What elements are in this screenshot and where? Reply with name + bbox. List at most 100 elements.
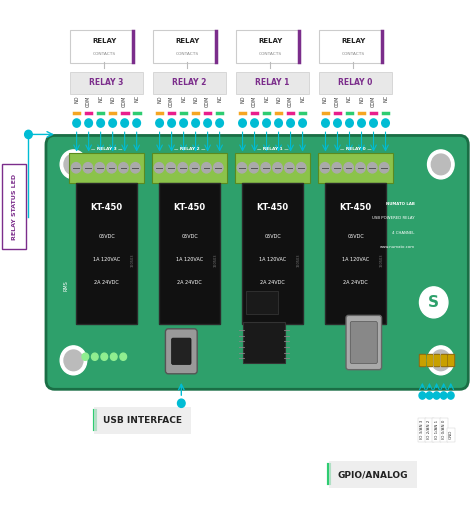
Circle shape bbox=[433, 392, 440, 399]
Text: IO 0/AN 0: IO 0/AN 0 bbox=[442, 420, 446, 439]
Circle shape bbox=[447, 392, 454, 399]
Text: COM: COM bbox=[371, 95, 376, 107]
Text: USB INTERFACE: USB INTERFACE bbox=[103, 416, 182, 425]
FancyBboxPatch shape bbox=[350, 322, 377, 363]
FancyBboxPatch shape bbox=[346, 315, 382, 370]
Text: RELAY 0: RELAY 0 bbox=[338, 78, 373, 87]
Text: 1A 120VAC: 1A 120VAC bbox=[93, 257, 120, 262]
Circle shape bbox=[299, 119, 306, 127]
Circle shape bbox=[251, 119, 258, 127]
Circle shape bbox=[332, 162, 341, 173]
Text: KT-450: KT-450 bbox=[256, 203, 289, 212]
Text: COM: COM bbox=[122, 95, 127, 107]
FancyBboxPatch shape bbox=[325, 183, 386, 324]
FancyBboxPatch shape bbox=[235, 153, 310, 183]
Text: KT-450: KT-450 bbox=[173, 203, 206, 212]
FancyBboxPatch shape bbox=[159, 183, 220, 324]
Circle shape bbox=[296, 162, 306, 173]
Text: NC: NC bbox=[181, 95, 186, 102]
Circle shape bbox=[60, 150, 87, 179]
Circle shape bbox=[192, 119, 200, 127]
Text: KT-450: KT-450 bbox=[339, 203, 372, 212]
Bar bbox=[441, 354, 447, 366]
Circle shape bbox=[428, 150, 454, 179]
Circle shape bbox=[101, 353, 108, 360]
Circle shape bbox=[177, 399, 185, 407]
Circle shape bbox=[156, 119, 164, 127]
FancyBboxPatch shape bbox=[70, 30, 134, 63]
Circle shape bbox=[91, 353, 98, 360]
Circle shape bbox=[60, 346, 87, 375]
Circle shape bbox=[121, 119, 128, 127]
Text: 05VDC: 05VDC bbox=[181, 234, 198, 239]
Text: NO: NO bbox=[157, 95, 162, 103]
Circle shape bbox=[97, 119, 104, 127]
Circle shape bbox=[358, 119, 365, 127]
Circle shape bbox=[346, 119, 353, 127]
Text: 05VDC: 05VDC bbox=[347, 234, 364, 239]
FancyBboxPatch shape bbox=[70, 72, 143, 94]
FancyBboxPatch shape bbox=[246, 291, 278, 314]
Circle shape bbox=[95, 162, 104, 173]
Text: NUMATO LAB: NUMATO LAB bbox=[386, 202, 415, 206]
Circle shape bbox=[261, 162, 270, 173]
Circle shape bbox=[419, 392, 426, 399]
Bar bbox=[420, 355, 425, 365]
Text: 1A 120VAC: 1A 120VAC bbox=[176, 257, 203, 262]
FancyBboxPatch shape bbox=[319, 72, 392, 94]
Circle shape bbox=[168, 119, 175, 127]
Text: 05VDC: 05VDC bbox=[98, 234, 115, 239]
Text: RELAY 2: RELAY 2 bbox=[173, 78, 207, 87]
Text: IO 1/AN 1: IO 1/AN 1 bbox=[435, 420, 438, 439]
Bar bbox=[434, 354, 439, 366]
FancyBboxPatch shape bbox=[46, 135, 468, 389]
Text: NC: NC bbox=[217, 95, 222, 102]
Text: USB POWERED RELAY: USB POWERED RELAY bbox=[372, 216, 415, 220]
Text: RELAY: RELAY bbox=[175, 38, 200, 44]
Text: COM: COM bbox=[169, 95, 174, 107]
Bar bbox=[427, 355, 432, 365]
Text: CONTACTS: CONTACTS bbox=[176, 52, 199, 56]
Text: 160503: 160503 bbox=[214, 253, 218, 267]
Circle shape bbox=[370, 119, 377, 127]
Text: RELAY 1: RELAY 1 bbox=[255, 78, 290, 87]
Text: COM: COM bbox=[288, 95, 293, 107]
Circle shape bbox=[120, 353, 127, 360]
Circle shape bbox=[344, 162, 353, 173]
Bar bbox=[441, 355, 446, 365]
Text: — RELAY 0 —: — RELAY 0 — bbox=[340, 147, 371, 151]
Text: RELAY STATUS LED: RELAY STATUS LED bbox=[12, 174, 17, 240]
Text: NC: NC bbox=[134, 95, 139, 102]
Circle shape bbox=[334, 119, 341, 127]
Bar bbox=[434, 355, 439, 365]
Text: 2A 24VDC: 2A 24VDC bbox=[94, 280, 119, 285]
Text: NO: NO bbox=[193, 95, 198, 103]
Text: www.numato.com: www.numato.com bbox=[380, 245, 415, 249]
Text: NC: NC bbox=[264, 95, 269, 102]
Text: RELAY: RELAY bbox=[92, 38, 117, 44]
Bar bbox=[448, 354, 454, 366]
Text: CONTACTS: CONTACTS bbox=[342, 52, 365, 56]
Circle shape bbox=[72, 162, 81, 173]
Text: IO 3/AN 3: IO 3/AN 3 bbox=[420, 420, 424, 439]
FancyBboxPatch shape bbox=[236, 30, 300, 63]
Text: 160503: 160503 bbox=[297, 253, 301, 267]
Text: NC: NC bbox=[300, 95, 305, 102]
Circle shape bbox=[204, 119, 211, 127]
Circle shape bbox=[110, 353, 117, 360]
Text: NO: NO bbox=[276, 95, 281, 103]
Circle shape bbox=[118, 162, 128, 173]
FancyBboxPatch shape bbox=[76, 183, 137, 324]
Circle shape bbox=[82, 353, 89, 360]
Circle shape bbox=[431, 154, 450, 175]
Circle shape bbox=[273, 162, 282, 173]
Circle shape bbox=[213, 162, 223, 173]
Text: 2A 24VDC: 2A 24VDC bbox=[343, 280, 368, 285]
Text: COM: COM bbox=[335, 95, 340, 107]
Text: 2A 24VDC: 2A 24VDC bbox=[260, 280, 285, 285]
Text: 4 CHANNEL: 4 CHANNEL bbox=[392, 231, 415, 235]
Circle shape bbox=[284, 162, 294, 173]
Circle shape bbox=[178, 162, 188, 173]
FancyBboxPatch shape bbox=[319, 153, 392, 183]
Circle shape bbox=[249, 162, 259, 173]
